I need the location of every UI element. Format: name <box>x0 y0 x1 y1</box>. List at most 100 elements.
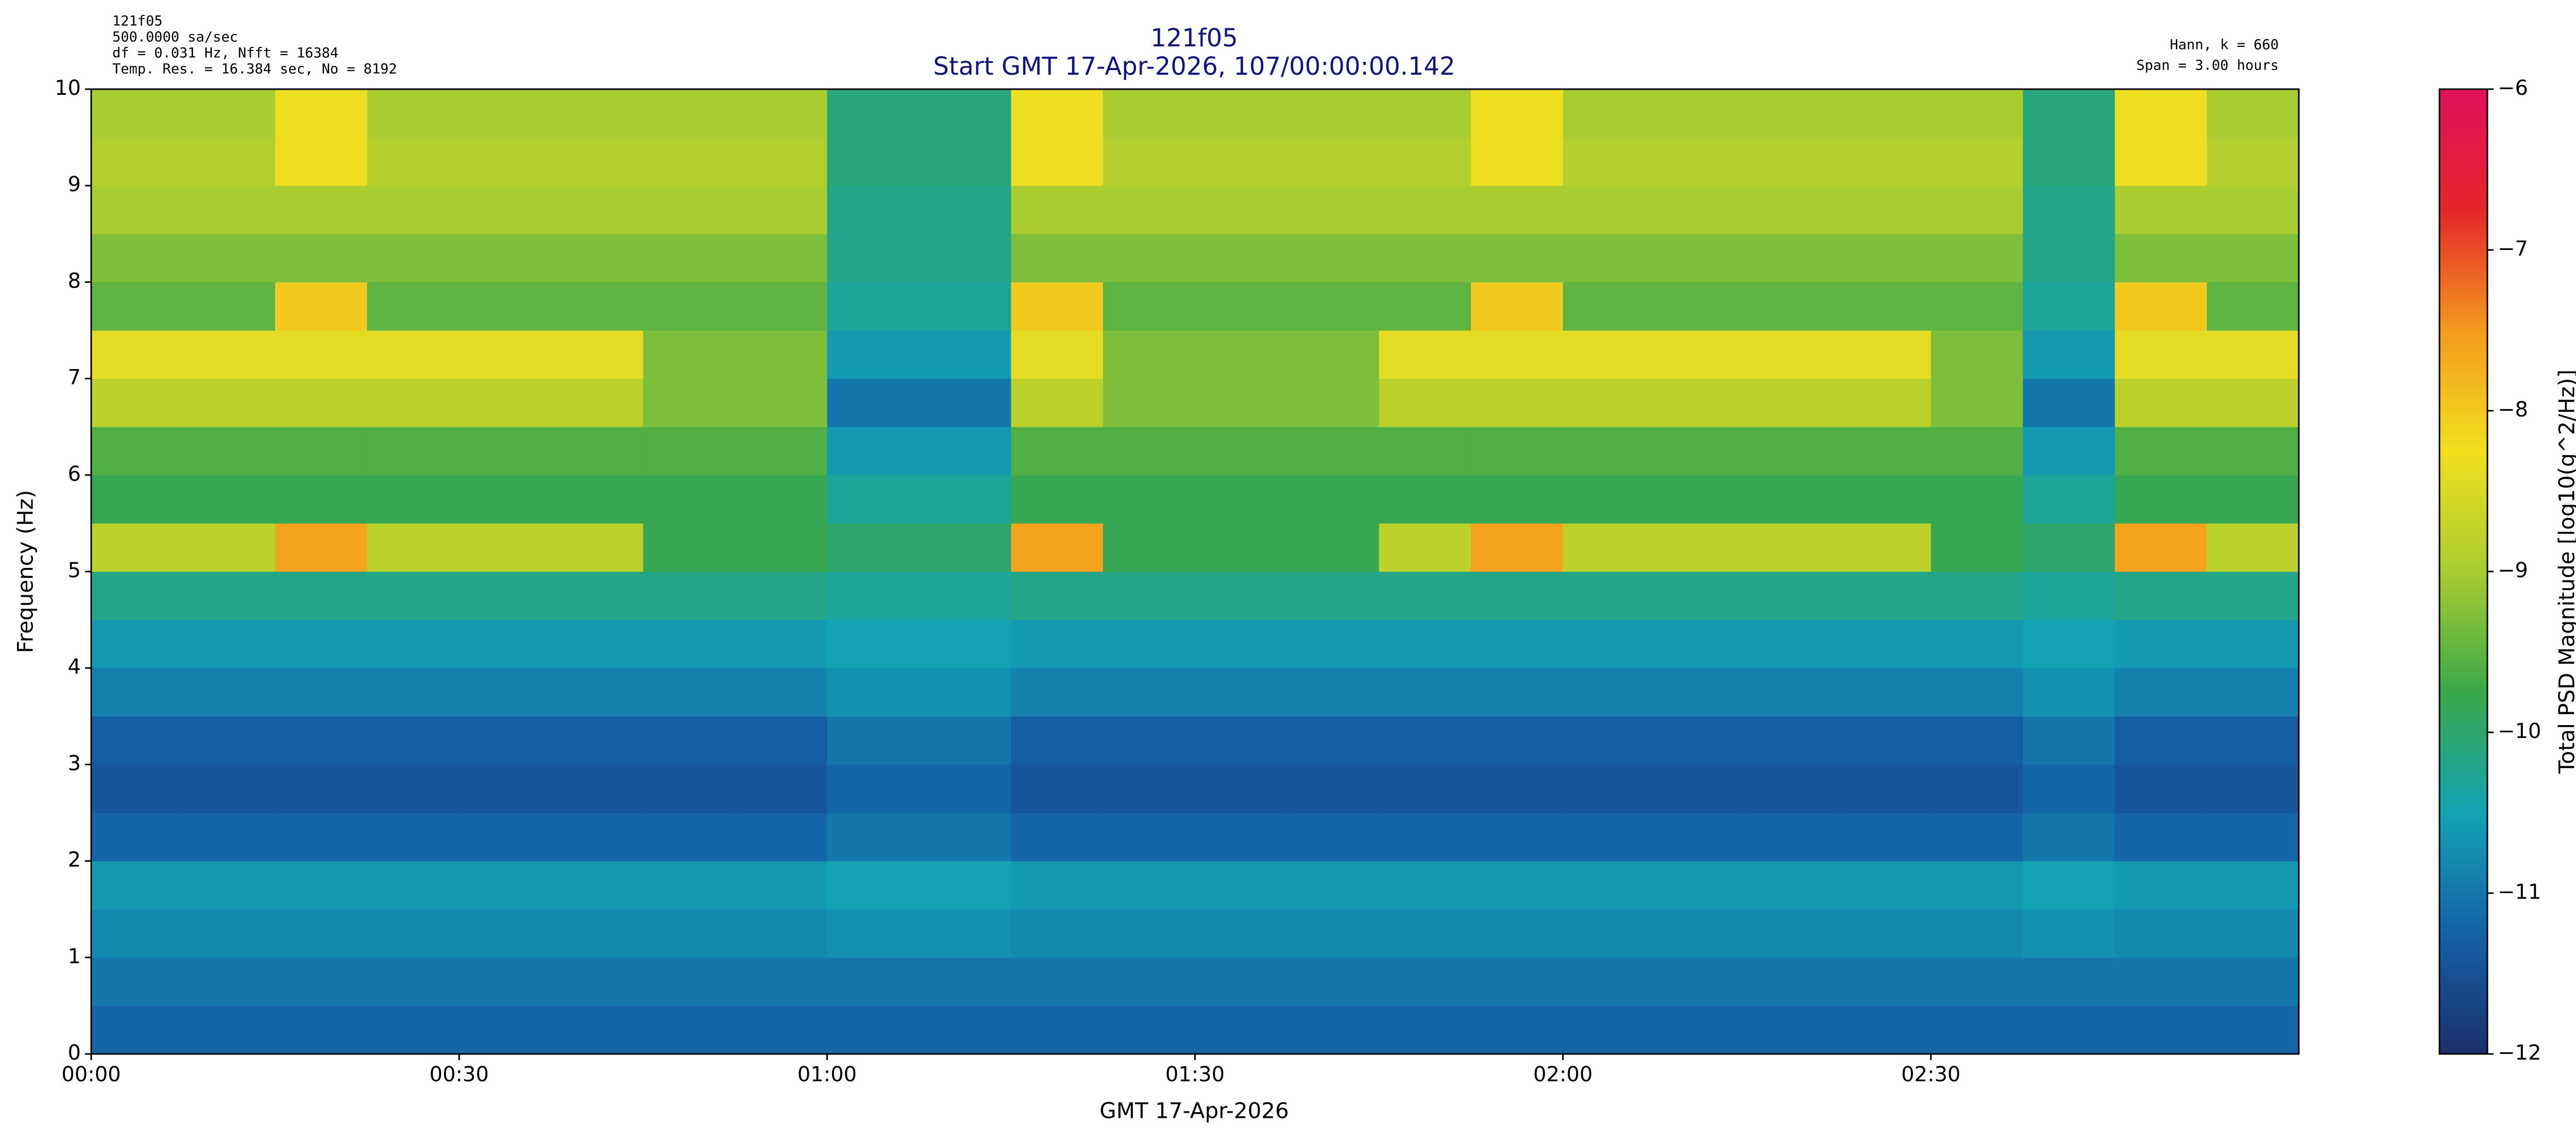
heatmap-cell <box>367 668 460 717</box>
heatmap-cell <box>91 1005 184 1054</box>
heatmap-cell <box>1655 572 1748 621</box>
heatmap-cell <box>2023 861 2115 910</box>
heatmap-cell <box>2207 330 2299 379</box>
heatmap-cell <box>2114 861 2207 910</box>
heatmap-cell <box>367 764 460 813</box>
heatmap-cell <box>459 619 552 668</box>
heatmap-cell <box>1287 716 1380 765</box>
heatmap-cell <box>2023 475 2115 524</box>
heatmap-cell <box>551 861 643 910</box>
heatmap-cell <box>551 572 643 621</box>
heatmap-cell <box>1747 427 1839 476</box>
heatmap <box>91 89 2299 1054</box>
heatmap-cell <box>1287 330 1380 379</box>
heatmap-cell <box>275 764 368 813</box>
heatmap-cell <box>643 89 736 138</box>
heatmap-cell <box>275 330 368 379</box>
heatmap-cell <box>735 957 827 1006</box>
heatmap-cell <box>1379 186 1471 234</box>
heatmap-cell <box>275 861 368 910</box>
heatmap-cell <box>2114 186 2207 234</box>
heatmap-cell <box>827 137 920 186</box>
heatmap-cell <box>2207 764 2299 813</box>
heatmap-cell <box>1930 282 2023 331</box>
heatmap-cell <box>1471 233 1564 282</box>
heatmap-cell <box>459 233 552 282</box>
heatmap-cell <box>551 475 643 524</box>
x-tick-label: 02:00 <box>1533 1063 1592 1086</box>
colorbar-tick-label: −8 <box>2498 398 2528 422</box>
heatmap-cell <box>2114 909 2207 958</box>
heatmap-cell <box>1839 427 1931 476</box>
heatmap-cell <box>1839 137 1931 186</box>
heatmap-cell <box>1563 764 1655 813</box>
y-tick-label: 9 <box>68 173 81 196</box>
heatmap-cell <box>735 1005 827 1054</box>
heatmap-cell <box>643 764 736 813</box>
colorbar-tick-label: −7 <box>2498 237 2528 261</box>
heatmap-cell <box>735 89 827 138</box>
heatmap-cell <box>827 716 920 765</box>
colorbar-tick-label: −9 <box>2498 559 2528 582</box>
heatmap-cell <box>1287 427 1380 476</box>
heatmap-cell <box>1563 282 1655 331</box>
heatmap-cell <box>1471 282 1564 331</box>
heatmap-cell <box>1930 427 2023 476</box>
heatmap-cell <box>1563 619 1655 668</box>
heatmap-cell <box>2114 233 2207 282</box>
heatmap-cell <box>1747 957 1839 1006</box>
heatmap-cell <box>1379 427 1471 476</box>
heatmap-cell <box>827 523 920 572</box>
heatmap-cell <box>1930 330 2023 379</box>
heatmap-cell <box>1655 282 1748 331</box>
heatmap-cell <box>1103 89 1195 138</box>
heatmap-cell <box>275 1005 368 1054</box>
heatmap-cell <box>1287 89 1380 138</box>
heatmap-cell <box>459 957 552 1006</box>
heatmap-cell <box>183 813 276 862</box>
y-tick-label: 1 <box>68 945 81 968</box>
y-tick-label: 3 <box>68 751 81 775</box>
heatmap-cell <box>183 957 276 1006</box>
heatmap-cell <box>1287 957 1380 1006</box>
heatmap-cell <box>1655 957 1748 1006</box>
heatmap-cell <box>1379 668 1471 717</box>
heatmap-cell <box>91 861 184 910</box>
heatmap-cell <box>91 909 184 958</box>
heatmap-cell <box>1103 572 1195 621</box>
heatmap-cell <box>275 909 368 958</box>
heatmap-cell <box>2114 89 2207 138</box>
heatmap-cell <box>1839 861 1931 910</box>
heatmap-cell <box>1563 523 1655 572</box>
heatmap-cell <box>2207 282 2299 331</box>
heatmap-cell <box>2114 137 2207 186</box>
heatmap-cell <box>643 282 736 331</box>
heatmap-cell <box>1379 716 1471 765</box>
heatmap-cell <box>1287 233 1380 282</box>
heatmap-cell <box>1287 572 1380 621</box>
heatmap-cell <box>827 619 920 668</box>
heatmap-cell <box>551 764 643 813</box>
heatmap-cell <box>2207 668 2299 717</box>
heatmap-cell <box>1471 330 1564 379</box>
heatmap-cell <box>367 813 460 862</box>
heatmap-cell <box>1563 668 1655 717</box>
heatmap-cell <box>1379 909 1471 958</box>
heatmap-cell <box>1379 378 1471 427</box>
heatmap-cell <box>919 909 1011 958</box>
heatmap-cell <box>1011 668 1104 717</box>
heatmap-cell <box>1195 716 1287 765</box>
heatmap-cell <box>919 475 1011 524</box>
heatmap-cell <box>1655 764 1748 813</box>
heatmap-cell <box>551 233 643 282</box>
y-tick-label: 8 <box>68 269 81 293</box>
heatmap-cell <box>1195 764 1287 813</box>
heatmap-cell <box>459 813 552 862</box>
heatmap-cell <box>1930 764 2023 813</box>
heatmap-cell <box>1103 427 1195 476</box>
heatmap-cell <box>1471 764 1564 813</box>
heatmap-cell <box>919 764 1011 813</box>
heatmap-cell <box>643 957 736 1006</box>
chart-subtitle: Start GMT 17-Apr-2026, 107/00:00:00.142 <box>933 52 1455 81</box>
heatmap-cell <box>1379 330 1471 379</box>
